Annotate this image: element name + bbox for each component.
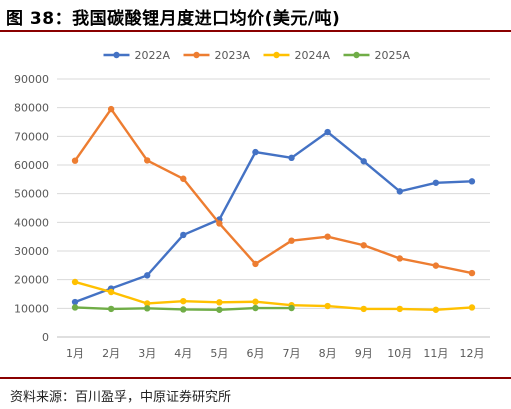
y-tick-label: 90000	[14, 73, 49, 86]
series-2023A	[71, 105, 476, 277]
data-point	[360, 242, 367, 249]
data-point	[71, 278, 79, 286]
y-tick-label: 10000	[14, 302, 49, 315]
data-point	[107, 105, 115, 113]
data-point	[396, 305, 403, 313]
data-point	[432, 262, 440, 269]
x-tick-label: 1月	[66, 347, 84, 360]
x-tick-label: 5月	[210, 347, 228, 360]
x-tick-label: 6月	[246, 347, 264, 360]
source-note: 资料来源：百川盈孚，中原证券研究所	[10, 390, 232, 405]
y-tick-label: 0	[42, 331, 49, 344]
legend-item: 2023A	[183, 49, 251, 62]
data-point	[252, 260, 259, 268]
data-point	[144, 272, 151, 279]
data-point	[216, 306, 223, 313]
series-2022A	[71, 128, 476, 306]
source-bar: 资料来源：百川盈孚，中原证券研究所	[0, 377, 511, 409]
line-chart: 2022A 2023A 2024A 2025A 0 10000 20000 30000 400…	[14, 49, 490, 360]
data-point	[71, 298, 79, 306]
data-point	[288, 237, 295, 244]
data-point	[432, 306, 440, 313]
data-point	[252, 298, 259, 305]
data-point	[107, 288, 115, 296]
legend-label: 2022A	[135, 49, 171, 62]
data-point	[71, 304, 79, 311]
data-point	[180, 175, 187, 182]
data-point	[396, 188, 403, 195]
legend-label: 2024A	[295, 49, 331, 62]
data-point	[468, 178, 476, 185]
data-point	[180, 306, 187, 313]
legend-item: 2022A	[103, 49, 171, 62]
gridlines	[57, 78, 490, 338]
data-point	[432, 179, 440, 186]
data-point	[216, 299, 223, 306]
data-point	[468, 304, 476, 311]
series-line	[73, 107, 474, 275]
data-point	[180, 231, 187, 239]
data-point	[468, 269, 476, 277]
y-tick-label: 50000	[14, 188, 49, 201]
series-layer	[71, 105, 476, 313]
legend-item: 2024A	[263, 49, 331, 62]
x-tick-label: 10月	[387, 347, 412, 360]
series-line	[73, 130, 474, 304]
series-2025A	[71, 304, 295, 313]
legend: 2022A 2023A 2024A 2025A	[103, 49, 411, 62]
data-point	[360, 158, 367, 165]
data-point	[288, 304, 295, 312]
x-tick-label: 11月	[423, 347, 448, 360]
legend-label: 2025A	[375, 49, 411, 62]
y-tick-label: 70000	[14, 130, 49, 143]
data-point	[107, 305, 115, 313]
y-tick-label: 40000	[14, 216, 49, 229]
data-point	[288, 154, 295, 162]
data-point	[324, 128, 331, 136]
data-point	[252, 304, 259, 312]
data-point	[144, 157, 151, 164]
data-point	[71, 157, 79, 164]
y-tick-label: 20000	[14, 274, 49, 287]
legend-swatch-marker	[353, 51, 360, 59]
x-tick-label: 4月	[174, 347, 192, 360]
y-tick-label: 60000	[14, 159, 49, 172]
data-point	[396, 255, 403, 262]
data-point	[144, 305, 151, 312]
data-point	[324, 302, 331, 310]
data-point	[360, 305, 367, 313]
y-tick-label: 80000	[14, 102, 49, 115]
legend-item: 2025A	[343, 49, 411, 62]
x-tick-label: 2月	[102, 347, 120, 360]
x-tick-label: 7月	[283, 347, 301, 360]
series-line	[73, 280, 474, 311]
legend-swatch-marker	[193, 51, 200, 59]
x-tick-label: 3月	[138, 347, 156, 360]
title-bar: 图 38：我国碳酸锂月度进口均价(美元/吨)	[0, 0, 511, 32]
y-tick-label: 30000	[14, 245, 49, 258]
data-point	[216, 220, 223, 227]
x-tick-label: 8月	[319, 347, 337, 360]
data-point	[324, 233, 331, 240]
figure-title: 图 38：我国碳酸锂月度进口均价(美元/吨)	[6, 9, 341, 29]
legend-label: 2023A	[215, 49, 251, 62]
data-point	[180, 297, 187, 305]
x-tick-label: 12月	[459, 347, 484, 360]
legend-swatch-marker	[113, 51, 120, 59]
data-point	[252, 148, 259, 156]
x-axis: 1月 2月 3月 4月 5月 6月 7月 8月 9月 10月 11月 12月	[66, 347, 484, 360]
x-tick-label: 9月	[355, 347, 373, 360]
y-axis: 0 10000 20000 30000 40000 50000 60000 70000 8000…	[14, 73, 49, 344]
legend-swatch-marker	[273, 51, 280, 59]
data-point	[144, 300, 151, 307]
